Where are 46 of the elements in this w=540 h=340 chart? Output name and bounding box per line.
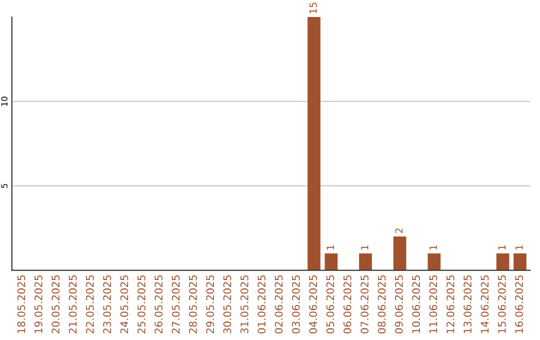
x-tick-label: 09.06.2025 bbox=[394, 275, 403, 334]
x-tick-label: 15.06.2025 bbox=[498, 275, 506, 333]
bar bbox=[308, 17, 320, 270]
bar bbox=[514, 253, 526, 270]
x-tick-label: 07.06.2025 bbox=[360, 275, 369, 334]
bar bbox=[428, 253, 441, 270]
x-tick-label: 22.05.2025 bbox=[86, 275, 94, 334]
x-tick-label: 19.05.2025 bbox=[34, 275, 42, 333]
bar bbox=[496, 253, 510, 270]
x-tick-label: 05.06.2025 bbox=[326, 275, 334, 334]
x-tick-label: 08.06.2025 bbox=[378, 275, 386, 334]
x-tick-label: 06.06.2025 bbox=[343, 275, 352, 334]
x-tick-label: 28.05.2025 bbox=[188, 275, 197, 334]
x-tick-label: 24.05.2025 bbox=[120, 275, 128, 334]
data-label: 1 bbox=[430, 245, 437, 250]
data-label: 15 bbox=[310, 2, 317, 14]
x-tick-label: 03.06.2025 bbox=[292, 275, 300, 334]
bar bbox=[324, 253, 338, 270]
x-tick-label: 04.06.2025 bbox=[309, 275, 318, 334]
x-tick-label: 20.05.2025 bbox=[52, 275, 60, 334]
bar bbox=[359, 253, 372, 270]
y-tick-label: 10 bbox=[1, 96, 8, 106]
data-label: 1 bbox=[516, 245, 523, 250]
data-label: 2 bbox=[395, 228, 403, 234]
x-tick-label: 29.05.2025 bbox=[206, 275, 214, 334]
y-tick-label: 5 bbox=[1, 184, 8, 188]
data-label: 1 bbox=[498, 245, 506, 250]
data-label: 1 bbox=[326, 245, 334, 250]
x-tick-label: 21.05.2025 bbox=[68, 275, 77, 334]
x-tick-label: 18.05.2025 bbox=[17, 275, 26, 333]
data-label: 1 bbox=[361, 245, 368, 250]
x-tick-label: 11.06.2025 bbox=[429, 275, 438, 333]
x-tick-label: 12.06.2025 bbox=[446, 275, 454, 333]
x-tick-label: 16.06.2025 bbox=[515, 275, 524, 333]
x-tick-label: 26.05.2025 bbox=[154, 275, 163, 334]
x-tick-label: 02.06.2025 bbox=[274, 275, 283, 334]
x-tick-label: 01.06.2025 bbox=[258, 275, 266, 334]
x-tick-label: 23.05.2025 bbox=[103, 275, 112, 334]
x-tick-label: 14.06.2025 bbox=[480, 275, 489, 333]
x-tick-label: 10.06.2025 bbox=[412, 275, 420, 333]
x-tick-label: 25.05.2025 bbox=[137, 275, 146, 334]
x-tick-label: 30.05.2025 bbox=[223, 275, 232, 334]
x-tick-label: 13.06.2025 bbox=[464, 275, 472, 333]
bar bbox=[393, 236, 406, 270]
x-tick-label: 27.05.2025 bbox=[172, 275, 180, 334]
x-tick-label: 31.05.2025 bbox=[240, 275, 248, 334]
